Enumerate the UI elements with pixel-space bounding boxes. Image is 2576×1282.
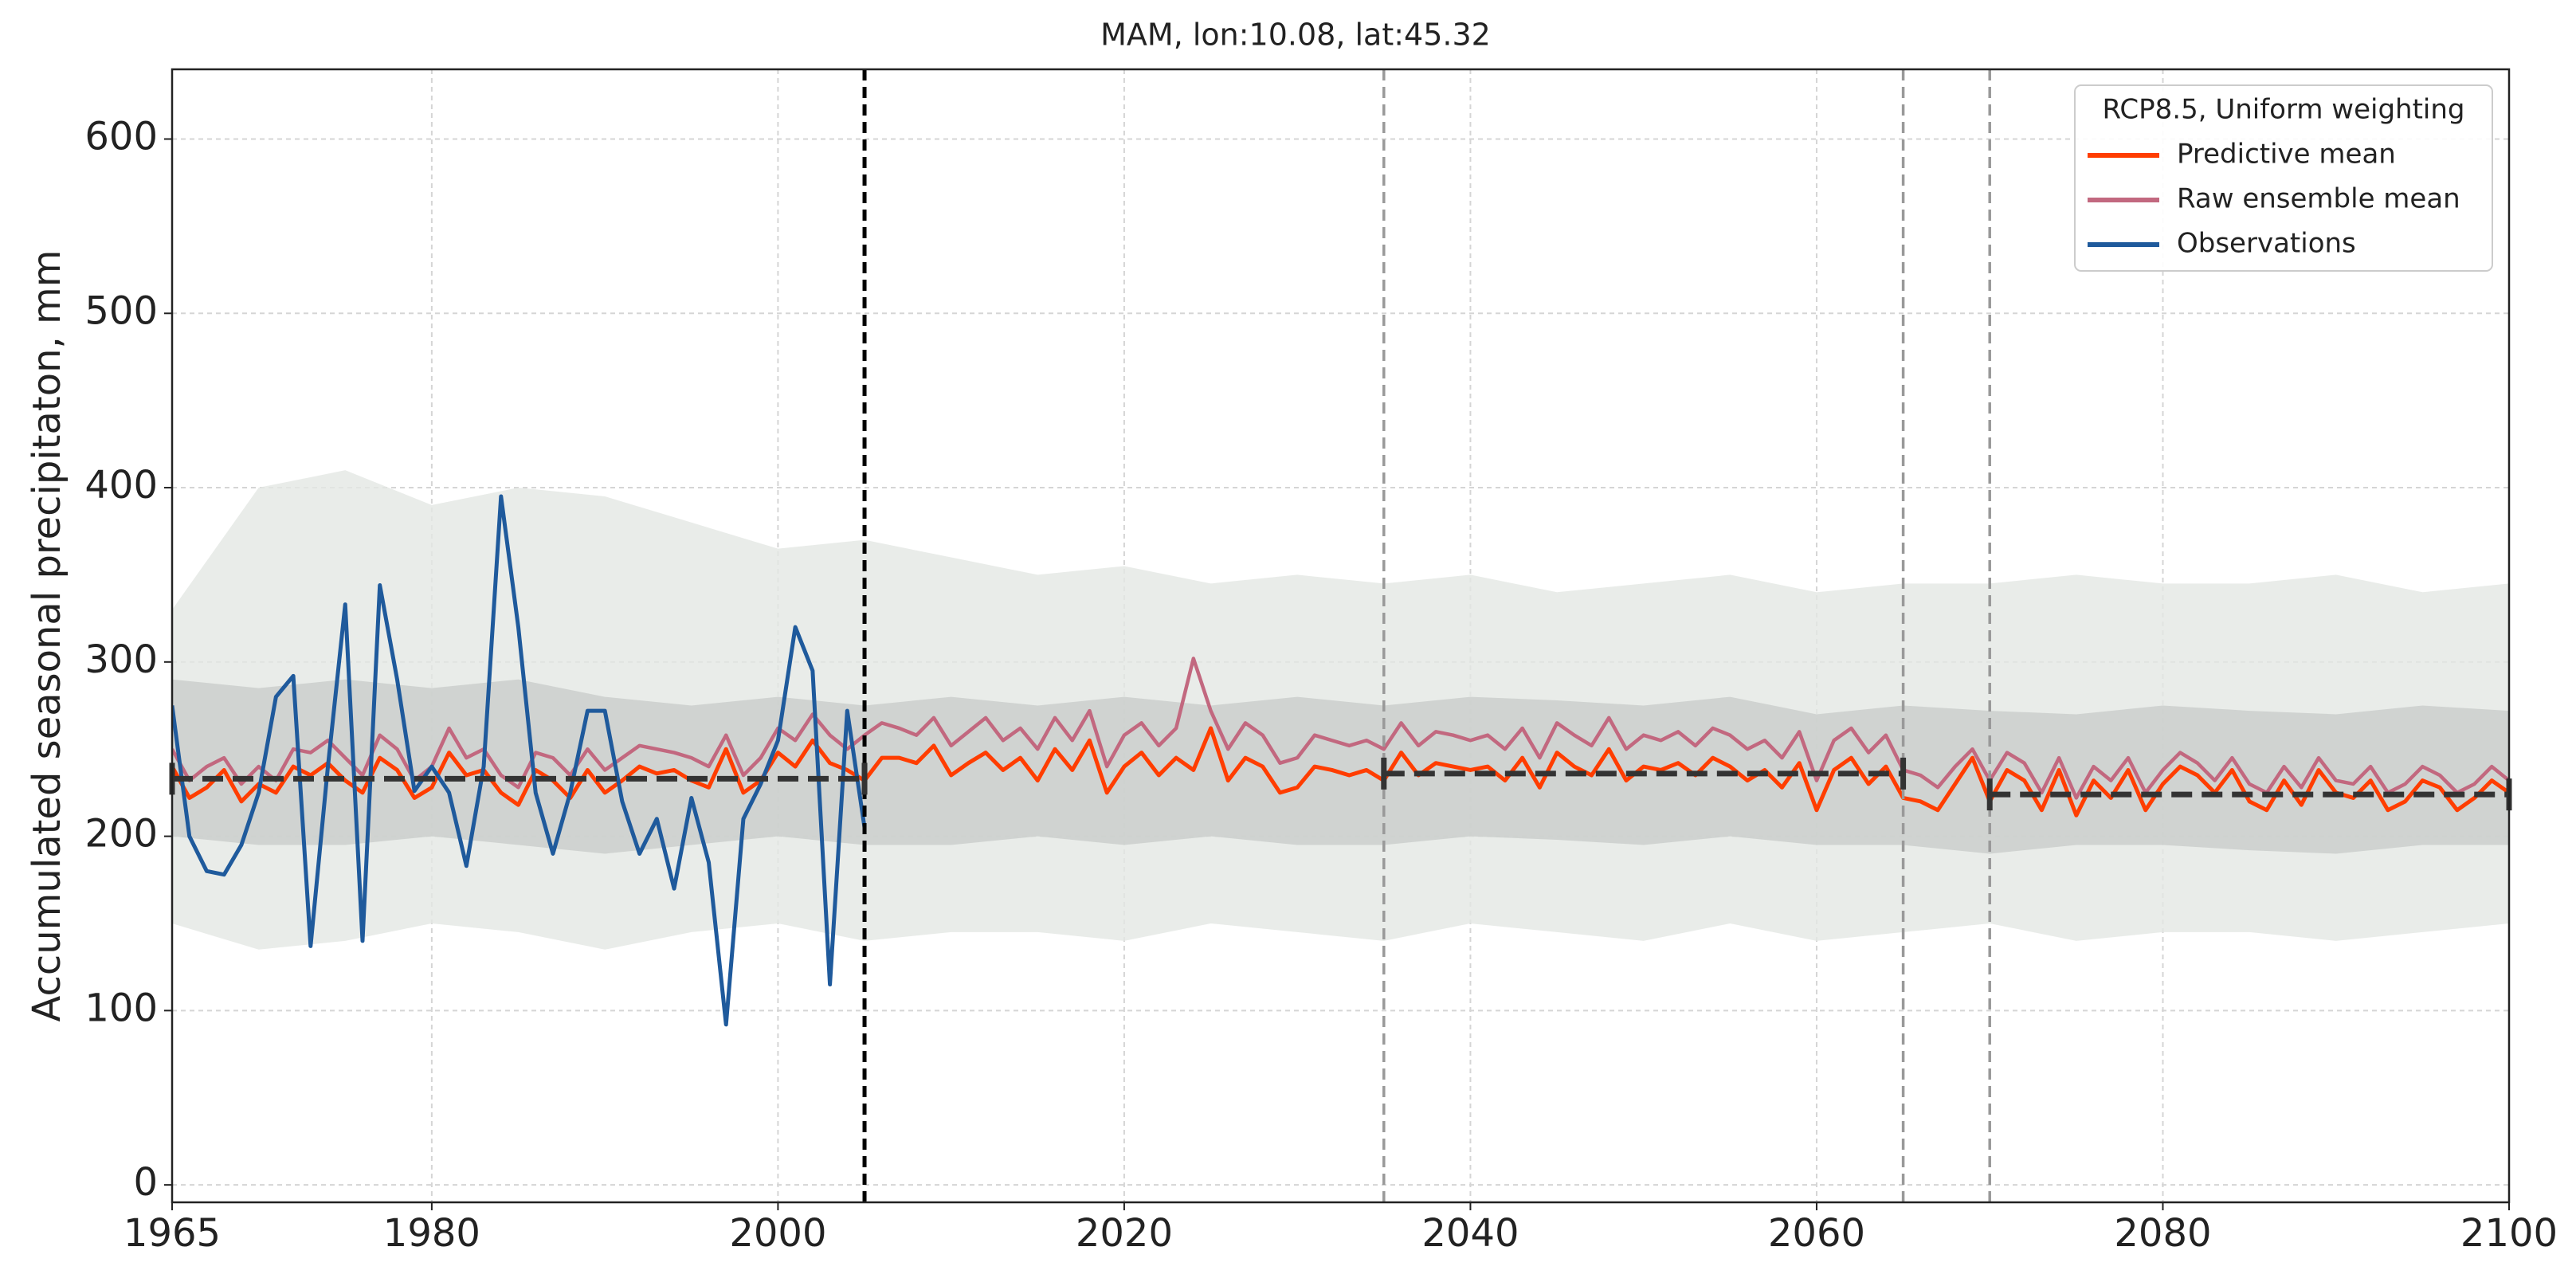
series-line bbox=[172, 494, 867, 1027]
y-tick-label: 200 bbox=[84, 812, 158, 857]
series-line bbox=[172, 657, 2509, 800]
y-tick-label: 600 bbox=[84, 115, 158, 159]
plot-area bbox=[172, 470, 2509, 1027]
x-tick-label: 1980 bbox=[383, 1211, 480, 1256]
x-tick-label: 1965 bbox=[124, 1211, 221, 1256]
legend-title: RCP8.5, Uniform weighting bbox=[2102, 94, 2464, 126]
x-tick-label: 2000 bbox=[729, 1211, 826, 1256]
x-tick-label: 2040 bbox=[1421, 1211, 1519, 1256]
chart-title: MAM, lon:10.08, lat:45.32 bbox=[1100, 18, 1491, 53]
x-tick-label: 2060 bbox=[1768, 1211, 1865, 1256]
series-line bbox=[172, 726, 2509, 817]
plot-frame bbox=[171, 68, 2511, 1204]
x-tick-label: 2020 bbox=[1076, 1211, 1173, 1256]
y-tick-label: 300 bbox=[84, 637, 158, 682]
legend-label: Observations bbox=[2177, 228, 2356, 260]
x-tick-label: 2100 bbox=[2460, 1211, 2558, 1256]
y-tick-label: 500 bbox=[84, 288, 158, 333]
legend-label: Predictive mean bbox=[2177, 139, 2396, 171]
y-tick-label: 0 bbox=[133, 1160, 158, 1205]
legend-box bbox=[2074, 84, 2493, 272]
band bbox=[172, 679, 2509, 854]
x-tick-label: 2080 bbox=[2114, 1211, 2211, 1256]
legend-label: Raw ensemble mean bbox=[2177, 183, 2460, 215]
y-axis-label: Accumulated seasonal precipitaton, mm bbox=[25, 249, 69, 1021]
y-tick-label: 400 bbox=[84, 463, 158, 508]
y-tick-label: 100 bbox=[84, 986, 158, 1030]
